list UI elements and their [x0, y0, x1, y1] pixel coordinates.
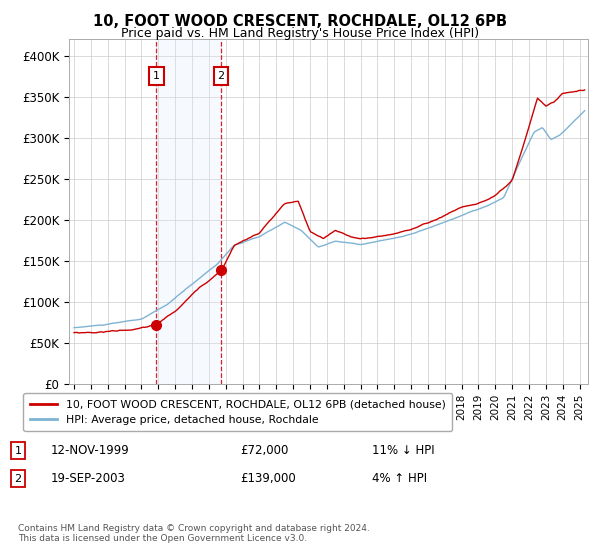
Text: 11% ↓ HPI: 11% ↓ HPI	[372, 444, 434, 458]
Text: 2: 2	[14, 474, 22, 484]
Text: 1: 1	[14, 446, 22, 456]
Text: Price paid vs. HM Land Registry's House Price Index (HPI): Price paid vs. HM Land Registry's House …	[121, 27, 479, 40]
Text: Contains HM Land Registry data © Crown copyright and database right 2024.
This d: Contains HM Land Registry data © Crown c…	[18, 524, 370, 543]
Text: 12-NOV-1999: 12-NOV-1999	[51, 444, 130, 458]
Text: 2: 2	[217, 71, 224, 81]
Text: £139,000: £139,000	[240, 472, 296, 486]
Text: 10, FOOT WOOD CRESCENT, ROCHDALE, OL12 6PB: 10, FOOT WOOD CRESCENT, ROCHDALE, OL12 6…	[93, 14, 507, 29]
Text: £72,000: £72,000	[240, 444, 289, 458]
Text: 19-SEP-2003: 19-SEP-2003	[51, 472, 126, 486]
Legend: 10, FOOT WOOD CRESCENT, ROCHDALE, OL12 6PB (detached house), HPI: Average price,: 10, FOOT WOOD CRESCENT, ROCHDALE, OL12 6…	[23, 393, 452, 431]
Text: 1: 1	[152, 71, 160, 81]
Text: 4% ↑ HPI: 4% ↑ HPI	[372, 472, 427, 486]
Bar	[156, 39, 221, 384]
